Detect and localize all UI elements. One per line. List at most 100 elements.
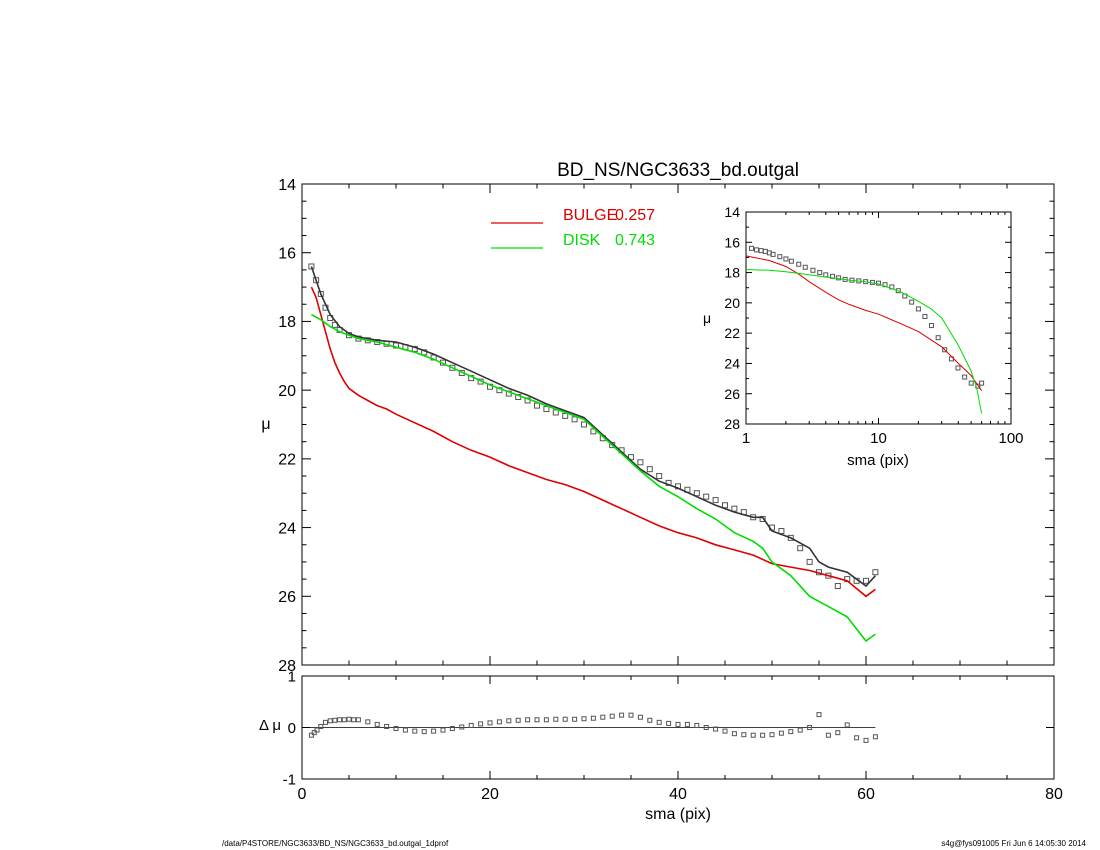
data-point xyxy=(909,299,915,305)
data-point xyxy=(962,374,968,380)
data-point xyxy=(748,245,754,251)
residual-point xyxy=(637,714,643,720)
residual-point xyxy=(703,725,709,730)
y-tick-label: 14 xyxy=(724,204,740,220)
y-tick-label: 18 xyxy=(278,314,296,331)
residual-point xyxy=(854,735,860,741)
plot-area xyxy=(308,712,878,743)
data-point xyxy=(802,264,808,270)
bulge-line xyxy=(310,286,876,598)
x-tick-label: 1 xyxy=(742,430,750,447)
data-point xyxy=(762,248,768,254)
data-point xyxy=(656,473,663,480)
residual-point xyxy=(778,730,784,736)
y-tick-label: 22 xyxy=(724,325,740,341)
data-point xyxy=(806,558,813,565)
data-point xyxy=(543,406,550,413)
y-tick-label: 20 xyxy=(724,295,740,311)
residual-point xyxy=(402,727,408,733)
x-tick-label: 10 xyxy=(870,430,887,447)
residual-point xyxy=(487,720,493,726)
x-tick-label: 0 xyxy=(298,786,307,803)
residual-point xyxy=(468,722,474,728)
y-tick-label: 14 xyxy=(278,177,296,194)
residual-point xyxy=(731,731,737,737)
residual-point xyxy=(543,717,549,723)
y-tick-label: -1 xyxy=(283,771,296,788)
residual-point xyxy=(525,717,531,723)
data-point xyxy=(783,256,789,262)
residual-point xyxy=(553,716,559,722)
residual-point xyxy=(797,727,803,733)
y-tick-label: 18 xyxy=(724,265,740,281)
data-point xyxy=(759,515,766,522)
residual-point xyxy=(572,716,578,722)
residual-point xyxy=(440,727,446,733)
y-tick-label: 20 xyxy=(278,383,296,400)
main-plot: 14 16 18 20 22 24 26 28 xyxy=(278,177,1055,675)
residual-point xyxy=(684,721,690,727)
data-point xyxy=(787,534,794,541)
residual-point xyxy=(459,724,465,730)
residual-point xyxy=(346,716,352,722)
data-point xyxy=(915,306,921,312)
residual-point xyxy=(506,718,512,724)
data-point xyxy=(449,364,456,371)
main-y-label: μ xyxy=(261,416,270,433)
data-point xyxy=(796,261,802,267)
residual-y-label: Δ μ xyxy=(259,717,281,734)
data-point xyxy=(552,409,559,416)
residual-point xyxy=(590,715,596,721)
disk-legend-label: DISK xyxy=(563,232,601,249)
plot-frame xyxy=(745,211,1012,425)
y-tick-label: 28 xyxy=(278,658,296,675)
residual-point xyxy=(311,730,317,736)
x-tick-label: 40 xyxy=(669,786,687,803)
y-tick-label: 24 xyxy=(278,520,296,537)
data-point xyxy=(753,247,759,253)
data-point xyxy=(834,582,841,589)
residual-point xyxy=(825,732,831,738)
y-tick-label: 26 xyxy=(278,589,296,606)
residual-point xyxy=(628,712,634,718)
bulge-line xyxy=(746,255,983,391)
residual-point xyxy=(835,730,841,736)
residual-point xyxy=(872,734,878,740)
data-point xyxy=(823,272,829,278)
data-point xyxy=(313,277,320,284)
inset-y-label: μ xyxy=(703,310,711,326)
residual-point xyxy=(666,720,672,726)
footer-timestamp: s4g@fys091005 Fri Jun 6 14:05:30 2014 xyxy=(941,839,1086,848)
residual-point xyxy=(351,717,357,723)
y-tick-label: 26 xyxy=(724,386,740,402)
data-point xyxy=(942,347,948,353)
residual-point xyxy=(750,732,756,738)
residual-point xyxy=(478,721,484,727)
data-point xyxy=(770,251,776,257)
data-point xyxy=(797,545,804,552)
data-point xyxy=(562,412,569,419)
residual-point xyxy=(341,717,347,723)
residual-point xyxy=(431,728,437,734)
residual-point xyxy=(421,729,427,735)
residual-point xyxy=(327,718,333,724)
residual-point xyxy=(807,725,813,730)
data-point xyxy=(928,323,934,329)
residual-point xyxy=(318,723,324,729)
bulge-legend-value: 0.257 xyxy=(615,207,655,224)
data-point xyxy=(571,416,578,423)
x-tick-label: 60 xyxy=(857,786,875,803)
residual-point xyxy=(308,732,314,738)
y-tick-label: 24 xyxy=(724,355,740,371)
data-point xyxy=(935,335,941,341)
residual-point xyxy=(337,717,343,723)
plot-area xyxy=(308,263,879,643)
residual-point xyxy=(741,732,747,738)
residual-point xyxy=(844,722,850,728)
data-point xyxy=(703,493,710,500)
y-tick-label: 22 xyxy=(278,452,296,469)
data-point xyxy=(968,380,974,386)
data-point xyxy=(637,459,644,466)
y-tick-label: 16 xyxy=(278,245,296,262)
